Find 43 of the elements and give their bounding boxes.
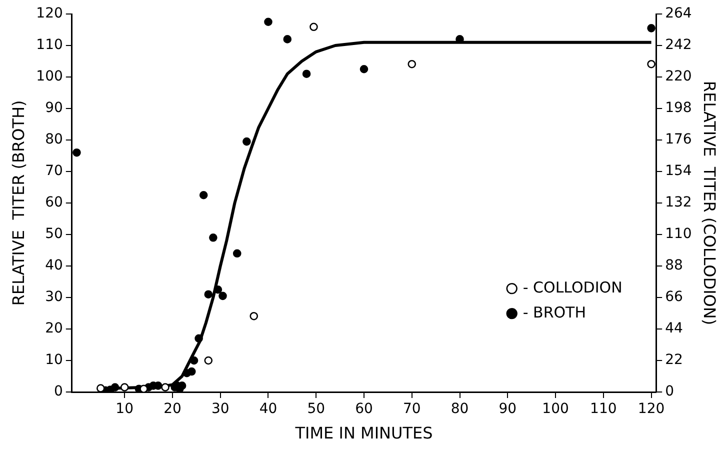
x-tick-label: 10 [116,401,134,418]
y-tick-label: 120 [36,6,63,22]
y-tick-label: 60 [45,194,63,211]
y2-tick-label: 176 [665,132,692,148]
y2-tick-label: 154 [665,163,692,180]
y2-tick-label: 22 [665,352,683,368]
y2-tick-label: 264 [665,6,692,22]
y-tick-label: 30 [45,289,63,306]
y-tick-label: 20 [45,320,63,337]
x-tick-label: 90 [498,401,517,418]
x-tick-label: 30 [211,401,230,418]
y-tick-label: 100 [36,68,63,85]
y-tick-label: 70 [45,163,63,180]
legend-label: - COLLODION [522,278,622,296]
legend-label: - BROTH [522,303,586,322]
y2-tick-label: 88 [665,258,683,274]
y2-tick-label: 0 [665,384,674,400]
x-tick-label: 110 [590,401,617,418]
y2-tick-label: 66 [665,289,683,306]
y-axis-title: RELATIVE TITER (BROTH) [8,100,28,306]
y2-tick-label: 132 [665,194,692,211]
y-tick-label: 90 [45,100,63,116]
y2-tick-label: 220 [665,68,692,85]
x-tick-label: 20 [164,401,182,418]
y-tick-label: 110 [36,37,63,54]
x-tick-label: 80 [450,401,469,418]
y2-tick-label: 44 [665,320,683,337]
y-tick-label: 80 [45,132,63,148]
x-tick-label: 100 [542,401,569,418]
y2-axis-title: RELATIVE TITER (COLLODION) [700,80,720,326]
x-tick-label: 120 [638,401,665,418]
y2-tick-label: 110 [665,226,692,242]
y2-tick-label: 198 [665,100,692,116]
y2-tick-label: 242 [665,37,692,54]
x-tick-label: 70 [402,401,421,418]
x-tick-label: 60 [355,401,373,418]
x-tick-label: 40 [259,401,278,418]
y-tick-label: 50 [45,226,63,242]
y-tick-label: 10 [45,352,63,368]
x-axis-title: TIME IN MINUTES [294,424,433,443]
x-tick-label: 50 [307,401,326,418]
y-tick-label: 0 [54,384,63,400]
y-tick-label: 40 [45,258,63,274]
